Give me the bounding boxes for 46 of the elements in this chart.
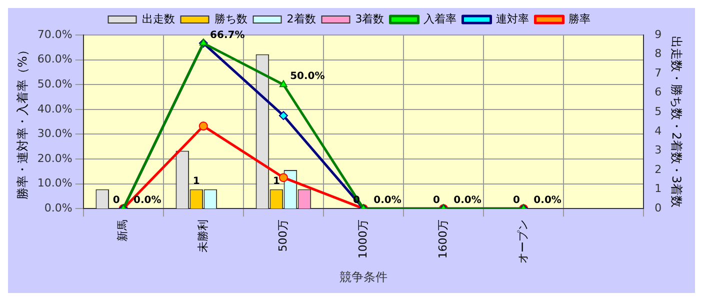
- data-label: 66.7%: [210, 30, 245, 41]
- y-axis-title: 勝率・連対率・入着率（%）: [15, 44, 30, 200]
- y-tick-label: 30.0%: [37, 127, 72, 140]
- x-tick-label: 未勝利: [196, 220, 210, 253]
- legend-label: 勝率: [568, 12, 591, 26]
- y2-tick-label: 9: [654, 28, 662, 41]
- y-tick-label: 50.0%: [37, 77, 72, 90]
- legend-label: 勝ち数: [214, 12, 248, 26]
- y-tick-label: 0.0%: [44, 201, 72, 214]
- y2-tick-label: 6: [654, 86, 662, 99]
- y2-tick-label: 5: [654, 105, 662, 118]
- data-label: 0: [433, 195, 440, 206]
- data-label: 1: [272, 176, 280, 187]
- data-label: 1: [192, 176, 200, 187]
- y2-tick-label: 8: [654, 47, 662, 60]
- x-axis-title: 競争条件: [339, 270, 388, 284]
- y-tick-label: 70.0%: [37, 28, 72, 41]
- x-tick-label: 1600万: [436, 220, 450, 259]
- x-tick-label: 1000万: [356, 220, 370, 259]
- data-label: 0.0%: [133, 195, 162, 206]
- x-tick-label: 新馬: [116, 220, 130, 242]
- legend-label: 3着数: [355, 12, 384, 26]
- data-label: 0: [352, 195, 360, 206]
- y2-tick-label: 0: [654, 201, 662, 214]
- y2-axis-title: 出走数・勝ち数・2着数・3着数: [670, 36, 684, 208]
- data-label: 0.0%: [454, 195, 482, 206]
- y-tick-label: 20.0%: [37, 152, 72, 165]
- y2-tick-label: 4: [654, 124, 662, 138]
- legend-label: 出走数: [142, 12, 175, 26]
- y-tick-label: 60.0%: [37, 52, 72, 66]
- x-tick-label: 500万: [276, 220, 290, 252]
- y2-tick-label: 3: [654, 144, 662, 157]
- y2-tick-label: 7: [654, 66, 662, 80]
- legend-label: 連対率: [496, 12, 530, 26]
- data-label: 50.0%: [290, 71, 325, 82]
- legend-label: 2着数: [286, 12, 316, 26]
- data-label: 0.0%: [534, 195, 562, 206]
- data-label: 0: [112, 195, 120, 206]
- y2-tick-label: 1: [654, 182, 662, 196]
- y-tick-label: 40.0%: [37, 102, 72, 116]
- legend-label: 入着率: [424, 12, 457, 26]
- x-tick-label: オープン: [516, 220, 530, 264]
- data-label: 0.0%: [374, 195, 402, 206]
- y-tick-label: 10.0%: [37, 176, 72, 190]
- y2-tick-label: 2: [654, 162, 662, 176]
- data-label: 0: [513, 195, 520, 206]
